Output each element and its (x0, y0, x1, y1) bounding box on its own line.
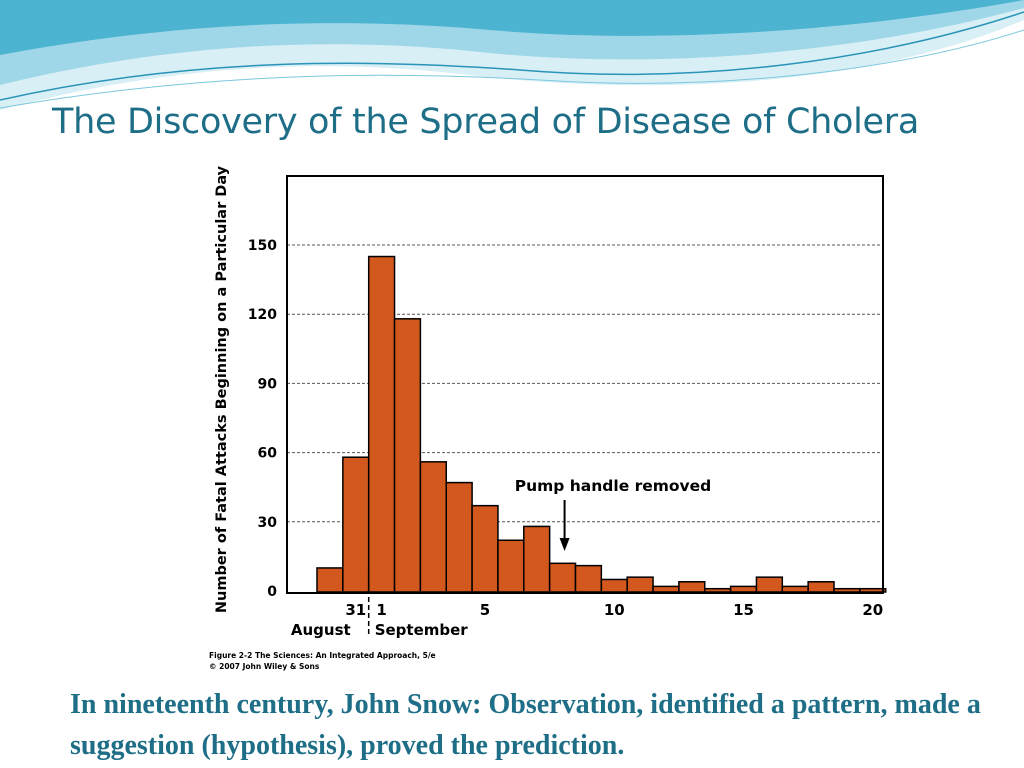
y-tick-labels: 0 30 60 90 120 150 (248, 238, 277, 600)
wave-line (0, 11, 1024, 101)
bar (342, 456, 370, 593)
bar (600, 578, 628, 593)
bar (393, 318, 422, 593)
bar (652, 585, 680, 593)
bar (574, 564, 603, 593)
plot-frame (286, 175, 884, 594)
x-tick-label: 5 (480, 601, 490, 619)
month-label-september: September (375, 621, 469, 639)
bar (678, 581, 706, 593)
x-tick-label: 20 (862, 601, 883, 619)
pump-handle-annotation: Pump handle removed (515, 477, 712, 495)
bar (833, 587, 861, 593)
bar (807, 581, 835, 593)
month-label-august: August (291, 621, 351, 639)
bar (755, 576, 784, 593)
wave-line-2 (0, 29, 1024, 109)
y-tick-label: 60 (258, 446, 278, 462)
bar (548, 562, 577, 593)
figure-source-line-2: © 2007 John Wiley & Sons (209, 662, 320, 671)
gridlines (287, 244, 883, 523)
x-tick-labels: 31 1 5 10 15 20 (345, 601, 883, 619)
bar (859, 587, 887, 593)
bar (626, 576, 654, 593)
bar (729, 585, 758, 593)
figure-panel: 0 30 60 90 120 150 31 1 5 10 15 20 August Septembe… (205, 148, 893, 678)
slide-title: The Discovery of the Spread of Disease o… (52, 102, 919, 142)
bar (367, 255, 396, 593)
x-tick-label: 15 (733, 601, 754, 619)
bar (523, 525, 551, 593)
bar (419, 461, 447, 593)
bar (781, 585, 809, 593)
y-tick-label: 90 (258, 376, 278, 392)
bar (445, 481, 473, 593)
slide-caption: In nineteenth century, John Snow: Observ… (70, 689, 981, 761)
x-tick-label: 1 (376, 601, 386, 619)
bar (704, 587, 732, 593)
bar (316, 567, 344, 593)
y-axis-label: Number of Fatal Attacks Beginning on a P… (214, 165, 230, 613)
bars (316, 255, 887, 593)
bar (497, 539, 525, 593)
y-tick-label: 30 (258, 515, 278, 531)
annotation-arrow-head (559, 538, 570, 551)
figure-source-line-1: Figure 2-2 The Sciences: An Integrated A… (209, 651, 436, 660)
bar (471, 504, 499, 593)
y-tick-label: 150 (248, 238, 277, 254)
y-tick-label: 120 (248, 307, 277, 323)
y-tick-label: 0 (267, 584, 277, 600)
wave-dark-band (0, 0, 1024, 55)
x-tick-label: 31 (345, 601, 366, 619)
x-tick-label: 10 (604, 601, 625, 619)
